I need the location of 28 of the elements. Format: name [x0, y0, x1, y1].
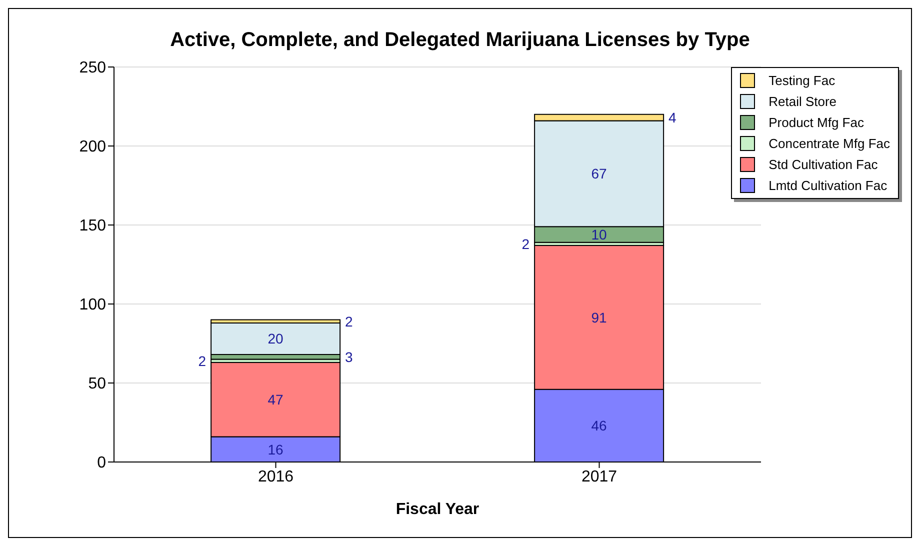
y-tick-label: 0 — [97, 454, 106, 472]
y-tick-label: 50 — [88, 376, 106, 393]
legend-label: Std Cultivation Fac — [768, 157, 878, 172]
data-label: 2 — [198, 352, 206, 369]
data-label: 3 — [345, 348, 354, 365]
data-label: 4 — [668, 109, 677, 126]
data-label: 10 — [591, 226, 608, 242]
data-label: 46 — [591, 418, 608, 434]
legend-label: Product Mfg Fac — [768, 115, 864, 130]
data-label: 91 — [591, 309, 608, 326]
data-label: 47 — [268, 391, 284, 408]
x-tick-label: 2017 — [581, 468, 618, 486]
legend-label: Lmtd Cultivation Fac — [768, 178, 888, 193]
legend-label: Retail Store — [768, 94, 837, 109]
data-label: 2 — [522, 236, 530, 252]
y-tick-label: 250 — [79, 60, 106, 77]
data-label: 16 — [268, 441, 284, 458]
legend-label: Testing Fac — [768, 73, 836, 88]
data-label: 2 — [345, 313, 354, 330]
y-tick-label: 150 — [79, 218, 106, 235]
data-label: 67 — [591, 166, 608, 182]
x-tick-label: 2016 — [258, 468, 294, 486]
chart-title: Active, Complete, and Delegated Marijuana Licenses by Type — [169, 29, 751, 52]
y-tick-label: 200 — [79, 138, 106, 156]
x-axis-title: Fiscal Year — [396, 501, 480, 518]
legend-label: Concentrate Mfg Fac — [768, 136, 890, 151]
data-label: 20 — [268, 330, 284, 347]
y-tick-label: 100 — [79, 296, 106, 314]
